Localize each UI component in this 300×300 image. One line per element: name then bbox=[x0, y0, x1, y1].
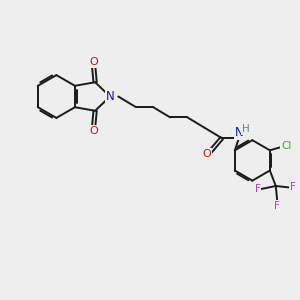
Text: O: O bbox=[202, 149, 211, 159]
Text: O: O bbox=[89, 57, 98, 67]
Text: F: F bbox=[255, 184, 261, 194]
Text: F: F bbox=[274, 201, 280, 211]
Text: H: H bbox=[242, 124, 249, 134]
Text: F: F bbox=[290, 182, 296, 192]
Text: N: N bbox=[235, 126, 244, 139]
Text: O: O bbox=[89, 126, 98, 136]
Text: Cl: Cl bbox=[281, 140, 292, 151]
Text: N: N bbox=[106, 90, 114, 103]
